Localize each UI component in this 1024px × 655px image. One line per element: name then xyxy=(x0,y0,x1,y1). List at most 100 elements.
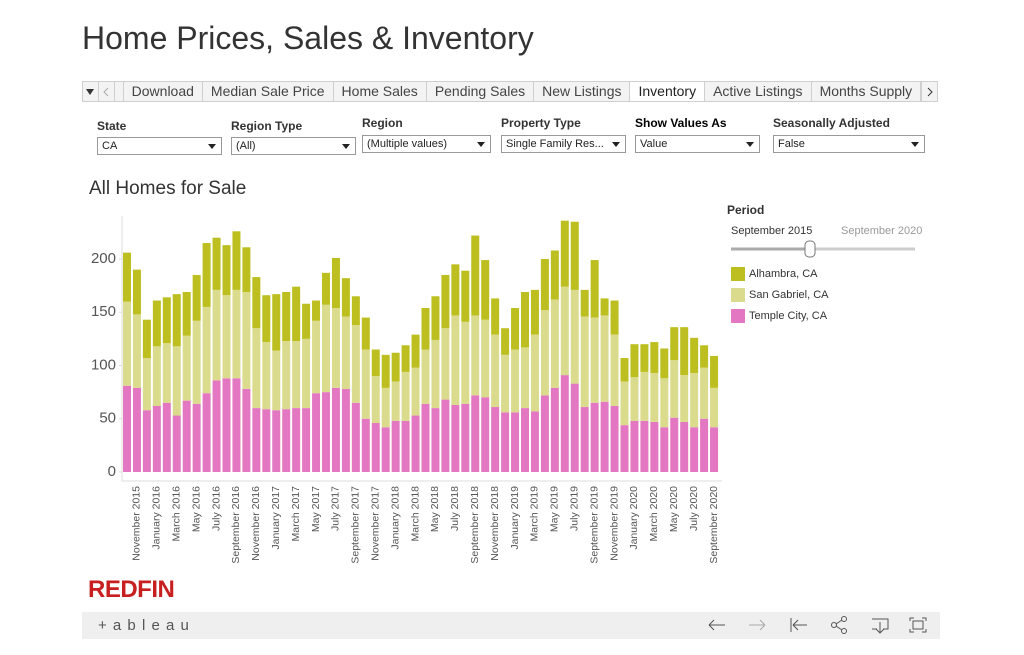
bar-segment xyxy=(670,360,679,418)
bar-segment xyxy=(530,411,539,472)
redo-icon[interactable] xyxy=(749,619,766,631)
tab[interactable]: Inventory xyxy=(630,82,706,101)
bar-segment xyxy=(521,408,529,472)
bar-segment xyxy=(242,388,251,472)
x-tick-label: November 2018 xyxy=(489,486,501,561)
bar-segment xyxy=(252,277,261,329)
bar-segment xyxy=(491,334,500,408)
bar-segment xyxy=(690,337,699,373)
bar-segment xyxy=(381,354,390,388)
bar-segment xyxy=(132,314,141,388)
tab[interactable]: Months Supply xyxy=(812,82,922,101)
share-icon[interactable] xyxy=(831,616,847,634)
bar-segment xyxy=(123,252,131,302)
download-icon[interactable] xyxy=(872,618,889,634)
bar-segment xyxy=(142,410,151,472)
filter-dropdown[interactable]: Value xyxy=(635,135,760,153)
x-tick-label: September 2020 xyxy=(708,486,720,564)
period-handle[interactable] xyxy=(804,240,816,258)
bar-segment xyxy=(123,301,131,386)
tab[interactable]: New Listings xyxy=(534,82,631,101)
filter-dropdown[interactable]: (All) xyxy=(231,137,356,155)
legend-swatch xyxy=(731,309,745,323)
bar-segment xyxy=(501,328,510,355)
bar-segment xyxy=(560,220,569,287)
tab[interactable]: Pending Sales xyxy=(427,82,535,101)
bar-segment xyxy=(421,307,430,350)
bar-segment xyxy=(580,316,589,408)
bar-segment xyxy=(341,388,350,472)
bar-segment xyxy=(162,402,171,472)
undo-icon[interactable] xyxy=(708,619,725,631)
bar-segment xyxy=(501,412,510,472)
bar-segment xyxy=(172,294,181,347)
bar-segment xyxy=(282,292,291,342)
tab[interactable]: Active Listings xyxy=(705,82,812,101)
filter-dropdown[interactable]: (Multiple values) xyxy=(362,135,491,153)
filter-label: Seasonally Adjusted xyxy=(773,116,890,130)
filter-dropdown[interactable]: Single Family Res... xyxy=(501,135,626,153)
bar-segment xyxy=(222,295,231,379)
filter: Seasonally Adjusted False xyxy=(773,116,925,153)
bar-segment xyxy=(580,407,589,472)
bar-segment xyxy=(262,342,271,410)
x-tick-label: July 2017 xyxy=(330,486,342,531)
bar-segment xyxy=(282,341,291,410)
bar-segment xyxy=(580,289,589,317)
bar-segment xyxy=(491,407,500,472)
filter-label: Show Values As xyxy=(635,116,727,130)
scroll-left[interactable] xyxy=(99,82,115,101)
bar-segment xyxy=(471,315,480,396)
bar-segment xyxy=(391,420,400,472)
dropdown-arrow xyxy=(477,142,485,147)
bar-segment xyxy=(431,296,440,340)
tab[interactable]: Download xyxy=(122,82,203,101)
x-tick-label: January 2016 xyxy=(151,486,163,550)
bar-segment xyxy=(132,269,141,315)
tab[interactable]: Home Sales xyxy=(334,82,427,101)
bar-segment xyxy=(202,393,211,472)
bar-segment xyxy=(640,371,649,421)
bar-segment xyxy=(123,385,131,472)
chart-title: All Homes for Sale xyxy=(89,178,246,199)
bar-segment xyxy=(481,260,490,320)
bar-segment xyxy=(550,387,559,472)
bar-segment xyxy=(640,344,649,372)
x-tick-label: July 2016 xyxy=(210,486,222,531)
bar-segment xyxy=(302,338,311,409)
x-tick-label: July 2019 xyxy=(569,486,581,531)
y-tick-label: 0 xyxy=(108,463,116,480)
bar-segment xyxy=(411,367,420,416)
bar-segment xyxy=(391,352,400,382)
bar-segment xyxy=(411,415,420,472)
bar-segment xyxy=(331,307,340,388)
revert-icon[interactable] xyxy=(790,618,807,632)
bar-segment xyxy=(590,402,599,472)
bar-segment xyxy=(511,412,520,472)
menu-button[interactable] xyxy=(83,82,99,101)
x-tick-label: March 2018 xyxy=(409,486,421,542)
bar-segment xyxy=(292,286,301,342)
x-tick-label: January 2017 xyxy=(270,486,282,550)
bar-segment xyxy=(620,358,629,382)
bar-segment xyxy=(710,427,719,472)
bar-segment xyxy=(312,320,321,394)
bar-segment xyxy=(610,300,619,335)
tab[interactable]: Median Sale Price xyxy=(203,82,334,101)
filter-dropdown[interactable]: False xyxy=(773,135,925,153)
filter-dropdown[interactable]: CA xyxy=(97,137,222,155)
bar-segment xyxy=(331,257,340,308)
footer-icons xyxy=(708,616,927,634)
bar-segment xyxy=(331,387,340,472)
bar-segment xyxy=(690,427,699,472)
bar-segment xyxy=(650,372,659,422)
bar-segment xyxy=(351,296,360,326)
scroll-right[interactable] xyxy=(921,82,937,101)
period-start: September 2015 xyxy=(731,225,812,237)
bar-segment xyxy=(341,278,350,317)
bar-segment xyxy=(142,319,151,359)
fullscreen-icon[interactable] xyxy=(909,617,927,633)
filter-label: Region Type xyxy=(231,119,303,133)
bar-segment xyxy=(441,274,450,329)
